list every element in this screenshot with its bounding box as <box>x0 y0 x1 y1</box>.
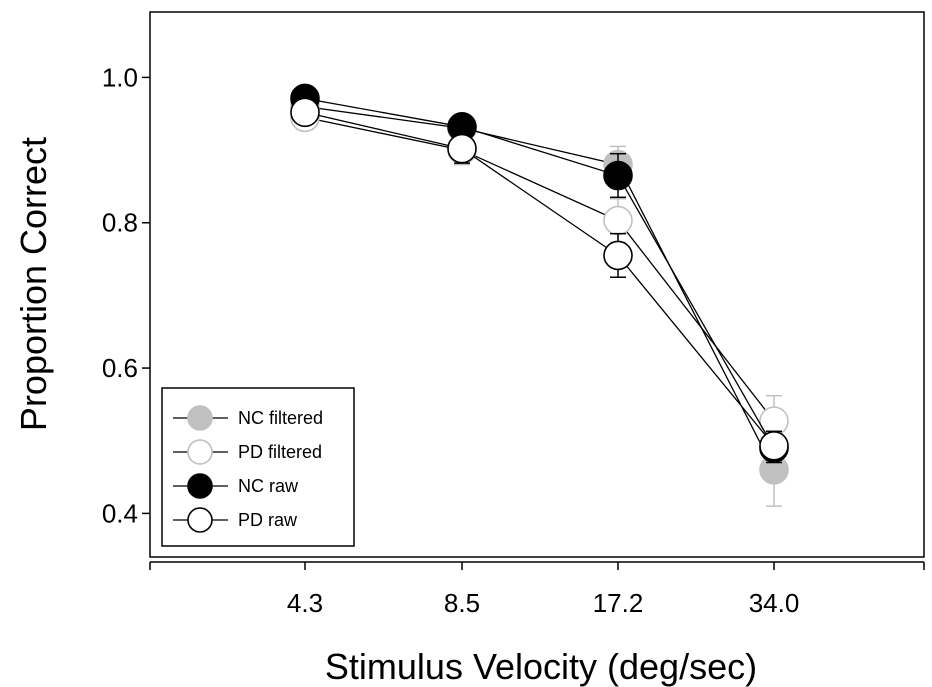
legend-item: NC raw <box>173 473 299 499</box>
x-axis-title: Stimulus Velocity (deg/sec) <box>325 646 757 687</box>
series-pd-raw <box>290 97 789 462</box>
data-point <box>603 205 633 236</box>
x-tick-label: 17.2 <box>593 588 644 618</box>
legend-item: PD filtered <box>173 439 322 465</box>
series-layer <box>290 83 789 507</box>
data-point <box>603 240 633 271</box>
x-axis: 4.3 8.5 17.2 34.0 <box>149 561 925 618</box>
legend-item: PD raw <box>173 507 298 533</box>
series-line <box>304 116 775 422</box>
y-axis-title: Proportion Correct <box>13 137 54 431</box>
legend-label: NC filtered <box>238 408 323 428</box>
series-nc-filtered <box>290 91 789 507</box>
x-tick-label: 4.3 <box>287 588 323 618</box>
x-tick-label: 34.0 <box>749 588 800 618</box>
series-nc-raw <box>290 83 789 464</box>
legend: NC filtered PD filtered NC raw PD raw <box>161 387 355 547</box>
series-pd-filtered <box>290 102 789 448</box>
legend-label: NC raw <box>238 476 299 496</box>
data-point <box>290 97 320 128</box>
series-line <box>304 105 775 471</box>
legend-marker <box>187 405 213 431</box>
legend-marker <box>187 507 213 533</box>
legend-marker <box>187 439 213 465</box>
data-point <box>447 133 477 164</box>
y-tick-label: 0.6 <box>102 353 138 383</box>
data-point <box>603 160 633 191</box>
series-line <box>304 97 775 449</box>
plot-frame <box>149 11 925 558</box>
data-point <box>759 431 789 461</box>
legend-label: PD filtered <box>238 442 322 462</box>
legend-marker <box>187 473 213 499</box>
y-tick-label: 0.8 <box>102 208 138 238</box>
legend-label: PD raw <box>238 510 298 530</box>
x-tick-label: 8.5 <box>444 588 480 618</box>
y-tick-label: 1.0 <box>102 62 138 92</box>
y-axis: 0.4 0.6 0.8 1.0 <box>102 62 150 528</box>
y-tick-label: 0.4 <box>102 498 138 528</box>
series-line <box>304 111 775 447</box>
legend-item: NC filtered <box>173 405 323 431</box>
